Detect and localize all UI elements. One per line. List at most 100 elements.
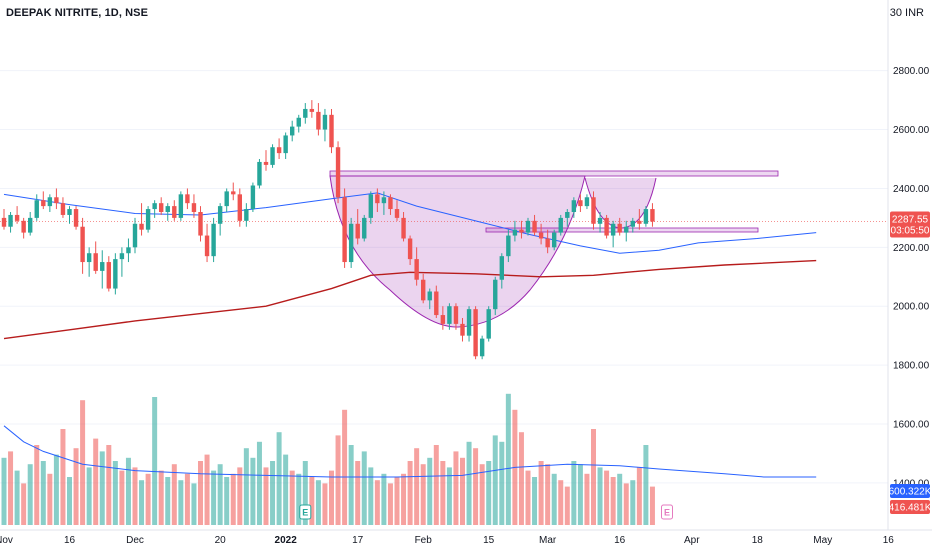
candle xyxy=(303,103,308,124)
currency-label[interactable]: 30 INR xyxy=(889,7,924,19)
volume-bar xyxy=(145,473,151,525)
volume-bar xyxy=(198,461,203,525)
cup-and-handle-drawing xyxy=(0,170,888,328)
volume-bar xyxy=(564,486,570,525)
candle-body xyxy=(479,338,485,357)
candle-body xyxy=(67,209,72,215)
candle-body xyxy=(453,306,459,324)
x-tick-label: 20 xyxy=(215,535,227,546)
candle-body xyxy=(617,223,622,233)
resistance-zone xyxy=(329,170,779,177)
candle-body xyxy=(250,185,256,210)
volume-bar xyxy=(270,461,276,525)
candle xyxy=(447,303,452,330)
candle xyxy=(630,217,635,233)
candle xyxy=(342,188,347,268)
candle xyxy=(237,188,242,227)
candle xyxy=(67,206,72,224)
candle-body xyxy=(643,209,649,224)
candle xyxy=(119,247,125,277)
x-tick-label: 16 xyxy=(614,535,626,546)
x-tick-label: 17 xyxy=(352,535,364,546)
candle-body xyxy=(132,223,138,248)
candle xyxy=(565,209,570,227)
volume-bar xyxy=(492,435,498,525)
volume-bar xyxy=(440,461,446,525)
candle xyxy=(73,206,79,230)
candle xyxy=(610,220,616,248)
x-tick-label: Apr xyxy=(684,535,700,546)
volume-bar xyxy=(184,473,190,525)
candle-body xyxy=(486,309,491,339)
candle-body xyxy=(506,235,511,257)
candle-body xyxy=(401,217,406,239)
candle xyxy=(54,188,59,210)
candle-body xyxy=(54,197,59,204)
volume-bar xyxy=(47,473,53,525)
candle-body xyxy=(362,217,367,239)
volume-ma-value: 600.322K xyxy=(889,487,932,498)
volume-bar xyxy=(374,480,380,525)
volume-bar xyxy=(649,486,655,525)
candle-body xyxy=(303,108,308,118)
volume-bar xyxy=(276,432,282,525)
candle-body xyxy=(578,200,583,207)
candle-body xyxy=(447,306,452,324)
x-tick-label: 16 xyxy=(64,535,76,546)
candle xyxy=(335,141,341,204)
candle-body xyxy=(381,197,387,204)
candle xyxy=(80,217,85,274)
volume-bar xyxy=(499,441,505,525)
candle-body xyxy=(460,323,465,336)
candle-body xyxy=(126,247,131,254)
volume-bar xyxy=(230,473,236,525)
candle xyxy=(473,306,478,360)
candle-body xyxy=(93,253,98,271)
volume-bar xyxy=(466,441,472,525)
candle-body xyxy=(41,200,46,207)
candle-body xyxy=(375,194,380,204)
volume-bar xyxy=(40,461,46,525)
y-tick-label: 2200.00 xyxy=(893,243,930,254)
x-tick-label: Nov xyxy=(0,535,13,546)
candle xyxy=(401,212,406,242)
volume-bar xyxy=(302,461,308,525)
candle xyxy=(493,276,498,316)
candle-body xyxy=(650,209,655,222)
x-tick-label: 18 xyxy=(752,535,764,546)
candle xyxy=(466,306,472,342)
candle xyxy=(316,103,321,136)
volume-bar xyxy=(106,445,112,525)
volume-bar xyxy=(617,473,623,525)
candle xyxy=(178,191,184,221)
volume-bar xyxy=(99,451,105,525)
candle xyxy=(60,197,66,218)
volume-bar xyxy=(211,470,217,525)
volume-bar xyxy=(139,480,145,525)
candle-body xyxy=(591,197,596,224)
earnings-letter: E xyxy=(302,508,308,518)
volume-bar xyxy=(505,393,511,525)
candle-body xyxy=(211,223,216,257)
candle-body xyxy=(290,126,295,136)
volume-bar xyxy=(473,448,479,525)
candle-body xyxy=(28,217,33,233)
y-tick-label: 1800.00 xyxy=(893,361,930,372)
candle xyxy=(106,256,111,292)
candle xyxy=(296,114,301,133)
candle-body xyxy=(119,253,125,260)
candle-body xyxy=(1,217,7,227)
volume-bar xyxy=(558,480,564,525)
volume-bar xyxy=(361,451,367,525)
volume-bar xyxy=(623,483,629,525)
candle xyxy=(244,203,249,227)
volume-bar xyxy=(486,461,492,525)
volume-bar xyxy=(453,451,459,525)
candle-body xyxy=(191,203,197,212)
volume-bar xyxy=(355,461,361,525)
candle xyxy=(126,238,131,263)
candle xyxy=(407,235,413,265)
volume-bar xyxy=(577,464,583,525)
